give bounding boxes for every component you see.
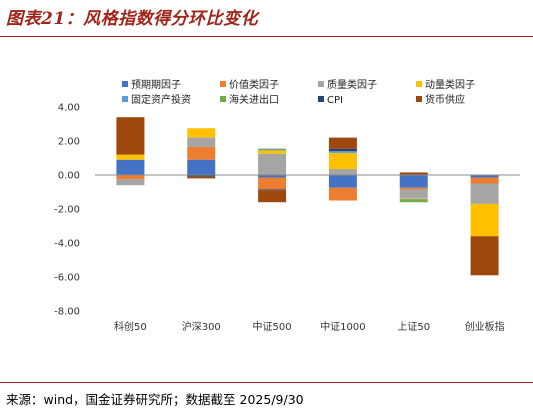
bar-segment xyxy=(116,154,145,160)
bar-segment xyxy=(187,146,216,160)
bar-segment xyxy=(470,183,499,204)
legend-swatch xyxy=(122,96,128,102)
legend-label: 质量类因子 xyxy=(327,78,377,91)
bar-segment xyxy=(328,148,357,152)
y-tick-label: -2.00 xyxy=(54,205,80,216)
bar-segment xyxy=(187,128,216,138)
bar-segment xyxy=(258,149,287,151)
bar-segment xyxy=(328,152,357,170)
x-tick-label: 创业板指 xyxy=(465,320,505,333)
bar-segment xyxy=(258,150,287,154)
top-rule xyxy=(0,36,533,37)
legend-label: 海关进出口 xyxy=(229,93,279,106)
bar-segment xyxy=(470,236,499,276)
bar-segment xyxy=(187,159,216,175)
bar-segment xyxy=(187,176,216,179)
legend-label: 固定资产投资 xyxy=(131,93,191,106)
legend-label: 价值类因子 xyxy=(229,78,279,91)
y-tick-label: 0.00 xyxy=(58,171,80,182)
y-tick-label: -6.00 xyxy=(54,273,80,284)
bar-segment xyxy=(328,169,357,175)
y-tick-label: 4.00 xyxy=(58,103,80,114)
bar-segment xyxy=(116,117,145,155)
x-tick-label: 中证500 xyxy=(253,320,292,333)
bar-segment xyxy=(399,199,428,203)
x-tick-label: 科创50 xyxy=(114,320,147,333)
bar-segment xyxy=(328,187,357,201)
legend-swatch xyxy=(318,81,324,87)
legend-swatch xyxy=(416,81,422,87)
bar-segment xyxy=(399,197,428,199)
bar-segment xyxy=(470,203,499,237)
bar-segment xyxy=(187,175,216,177)
bar-segment xyxy=(328,137,357,149)
legend-swatch xyxy=(122,81,128,87)
bar-segment xyxy=(399,189,428,198)
bar-segment xyxy=(258,177,287,190)
legend-label: 动量类因子 xyxy=(425,78,475,91)
y-tick-label: -4.00 xyxy=(54,239,80,250)
bar-segment xyxy=(116,179,145,186)
y-tick-label: 2.00 xyxy=(58,137,80,148)
stacked-bar-chart: 4.00 2.00 0.00 -2.00 -4.00 -6.00 -8.00 科创50 沪深30… xyxy=(54,78,520,333)
source-note: 来源：wind，国金证券研究所；数据截至 2025/9/30 xyxy=(6,392,304,407)
bar-segment xyxy=(116,175,145,180)
x-tick-label: 沪深300 xyxy=(182,320,221,333)
bar-segment xyxy=(399,187,428,190)
bar-segment xyxy=(399,172,428,175)
figure-title: 图表21：风格指数得分环比变化 xyxy=(6,9,259,29)
x-tick-label: 上证50 xyxy=(397,321,430,333)
bar-segment xyxy=(399,175,428,188)
legend-label: 货币供应 xyxy=(425,93,465,106)
bar-segment xyxy=(399,198,428,200)
legend-swatch xyxy=(318,96,324,102)
bar-segment xyxy=(116,159,145,175)
bar-segment xyxy=(258,190,287,203)
legend-swatch xyxy=(220,96,226,102)
bar-segment xyxy=(328,175,357,188)
bar-segment xyxy=(258,189,287,191)
bar-segment xyxy=(328,151,357,153)
legend-swatch xyxy=(220,81,226,87)
bottom-rule xyxy=(0,382,533,383)
legend-swatch xyxy=(416,96,422,102)
bar-segment xyxy=(258,175,287,178)
x-tick-label: 中证1000 xyxy=(320,320,365,333)
legend-label: CPI xyxy=(327,95,343,106)
bar-segment xyxy=(470,177,499,184)
bar-segment xyxy=(258,148,287,150)
y-tick-label: -8.00 xyxy=(54,307,80,318)
legend-label: 预期期因子 xyxy=(131,79,181,91)
bar-segment xyxy=(187,137,216,147)
bar-segment xyxy=(470,175,499,178)
bar-segment xyxy=(258,153,287,175)
